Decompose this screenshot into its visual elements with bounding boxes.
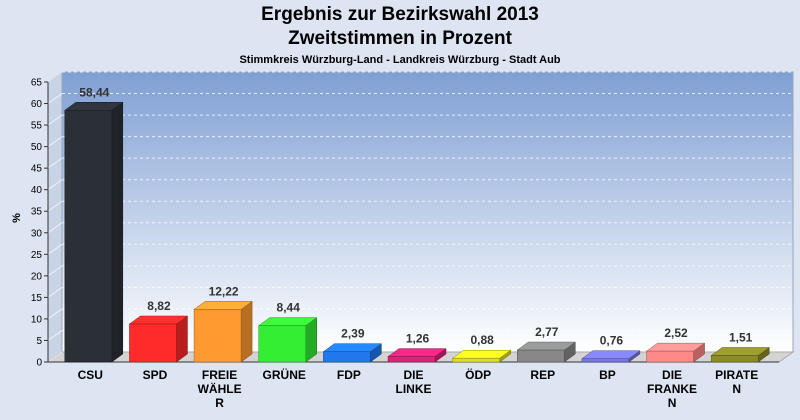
category-label: N [668,396,677,410]
value-label: 12,22 [209,284,239,298]
category-label: SPD [143,368,168,382]
y-tick-label: 15 [31,293,43,304]
category-label: FRANKE [647,382,697,396]
bar [710,355,759,363]
value-label: 8,44 [277,301,301,315]
bar-side [240,300,253,363]
value-label: 0,88 [470,333,494,347]
y-axis-label: % [11,213,23,223]
y-tick-label: 35 [31,207,43,218]
bar [646,350,694,363]
gridline-side [47,71,63,83]
gridline-side [47,222,63,234]
y-tick-label: 30 [31,228,43,239]
bar [64,110,113,363]
chart-region-subtitle: Stimmkreis Würzburg-Land - Landkreis Wür… [239,54,561,66]
value-label: 1,26 [406,332,430,346]
bar [581,358,630,363]
gridline-side [47,308,63,320]
value-label: 8,82 [147,299,171,313]
chart-subtitle: Zweitstimmen in Prozent [288,28,512,49]
category-label: WÄHLE [198,381,242,396]
y-tick-label: 5 [36,336,42,347]
bar [258,325,306,363]
gridline-side [47,351,63,363]
gridline-side [47,114,63,126]
bar [129,323,177,363]
y-tick-label: 0 [36,358,42,369]
bar [452,357,500,363]
y-tick-label: 65 [31,78,43,89]
category-label: GRÜNE [263,367,306,382]
category-label: REP [530,368,555,382]
gridline-side [47,179,63,191]
y-tick-label: 60 [31,99,43,110]
value-label: 2,77 [535,325,559,339]
gridline-side [47,286,63,298]
bar [517,349,565,363]
bar-side [111,101,124,363]
y-tick-label: 45 [31,164,43,175]
category-label: ÖDP [465,367,491,382]
gridline-side [47,136,63,148]
category-label: LINKE [396,382,432,396]
category-label: DIE [403,368,423,382]
category-label: BP [599,368,616,382]
category-label: CSU [78,368,103,382]
category-label: R [215,396,224,410]
bar [193,309,242,363]
gridline-side [47,265,63,277]
plot-back-wall [61,71,794,353]
category-label: FREIE [202,368,237,382]
category-label: PIRATE [715,368,758,382]
y-tick-label: 25 [31,250,43,261]
y-tick-label: 40 [31,185,43,196]
category-label: DIE [662,368,682,382]
chart-title: Ergebnis zur Bezirkswahl 2013 [261,4,539,25]
gridline-side [47,200,63,212]
gridline-side [47,330,63,341]
plot-side-wall [47,71,63,363]
bar [387,356,436,363]
bar [323,351,371,363]
value-label: 0,76 [600,334,624,348]
category-label: FDP [337,368,361,382]
y-tick-label: 20 [31,271,43,282]
value-label: 58,44 [79,85,109,99]
y-tick-label: 55 [31,121,43,132]
y-tick-label: 10 [31,314,43,325]
value-label: 1,51 [729,330,753,344]
value-label: 2,52 [664,326,688,340]
category-label: N [732,382,741,396]
gridline-side [47,243,63,255]
value-label: 2,39 [341,327,365,341]
gridline-side [47,93,63,104]
y-tick-label: 50 [31,142,43,153]
gridline-side [47,157,63,169]
